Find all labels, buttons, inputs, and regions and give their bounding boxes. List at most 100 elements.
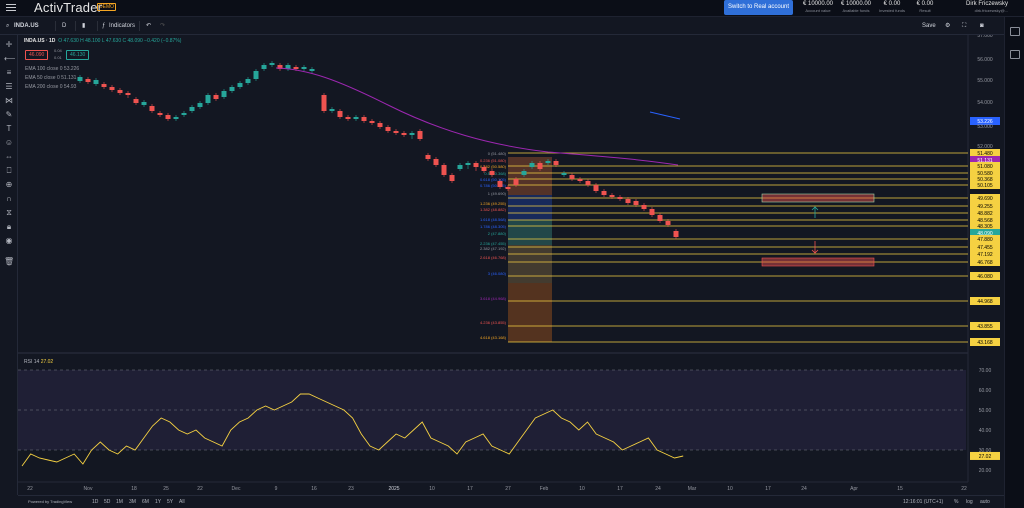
candle-body bbox=[617, 197, 623, 199]
gear-icon[interactable]: ⚙ bbox=[945, 23, 951, 29]
price-tag: 46.080 bbox=[977, 274, 993, 280]
trash-icon[interactable]: 🗑︎ bbox=[4, 257, 15, 266]
candle-body bbox=[309, 69, 315, 71]
save-button[interactable]: Save bbox=[922, 23, 936, 29]
symbol-search-icon[interactable]: ⌕ bbox=[6, 23, 10, 29]
brush-icon[interactable]: ✎ bbox=[5, 110, 13, 119]
lock-icon[interactable]: 🔒︎ bbox=[6, 222, 12, 231]
menu-icon[interactable] bbox=[6, 4, 16, 12]
candle-body bbox=[237, 83, 243, 87]
emoji-icon[interactable]: ☺ bbox=[4, 138, 14, 147]
range-1d[interactable]: 1D bbox=[92, 499, 99, 505]
pattern-icon[interactable]: ⋈ bbox=[5, 96, 13, 105]
candle-body bbox=[173, 117, 179, 119]
ema-100-legend: EMA 100 close 0 53.226 bbox=[25, 66, 80, 72]
candle-body bbox=[361, 117, 367, 121]
range-6m[interactable]: 6M bbox=[142, 499, 149, 505]
range-5y[interactable]: 5Y bbox=[167, 499, 174, 505]
price-tag-bg bbox=[970, 258, 1000, 266]
chat-icon[interactable] bbox=[1010, 27, 1020, 36]
price-label: 53.000 bbox=[977, 124, 993, 130]
range-3m[interactable]: 3M bbox=[129, 499, 136, 505]
price-label: 54.000 bbox=[977, 100, 993, 106]
camera-icon[interactable]: ◙ bbox=[980, 23, 984, 29]
range-1m[interactable]: 1M bbox=[116, 499, 123, 505]
redo-icon[interactable]: ↷ bbox=[160, 23, 166, 29]
arrows-icon[interactable]: ⇔ bbox=[5, 152, 13, 161]
lock-draw-icon[interactable]: ⧖ bbox=[6, 208, 12, 217]
candle-body bbox=[301, 67, 307, 69]
candle-body bbox=[489, 171, 495, 175]
ema-line bbox=[275, 67, 679, 166]
price-tag-bg bbox=[970, 175, 1000, 183]
candle-body bbox=[497, 181, 503, 187]
price-tag-bg bbox=[970, 216, 1000, 224]
time-axis-label: 15 bbox=[897, 486, 903, 492]
price-tag-bg bbox=[970, 297, 1000, 305]
fib-level-label: 2.618 (46.768) bbox=[480, 255, 507, 260]
candle-body bbox=[385, 127, 391, 131]
candle-body bbox=[537, 163, 543, 169]
time-axis-label: 27 bbox=[505, 486, 511, 492]
candle-body bbox=[253, 71, 259, 79]
fib-level-label: 0 (51.480) bbox=[488, 151, 507, 156]
user-menu[interactable]: Dirk Friczewsky dirk.friczewsky@... bbox=[966, 1, 1008, 13]
range-1y[interactable]: 1Y bbox=[155, 499, 162, 505]
time-axis-label: 25 bbox=[163, 486, 169, 492]
undo-icon[interactable]: ↶ bbox=[146, 23, 152, 29]
candle-body bbox=[657, 215, 663, 221]
range-all[interactable]: All bbox=[179, 499, 185, 505]
text-icon[interactable]: T bbox=[6, 124, 12, 133]
candle-body bbox=[529, 163, 535, 167]
rsi-line bbox=[21, 393, 684, 467]
candle-body bbox=[401, 133, 407, 135]
chart-toolbar: ⌕ INDA.US D ▮ ƒ Indicators ↶ ↷ Save ⚙ ⛶ … bbox=[0, 17, 1004, 35]
powered-by-link[interactable]: Powered by TradingView bbox=[28, 499, 73, 504]
eye-icon[interactable]: ◉ bbox=[5, 236, 13, 245]
buy-price-box[interactable]: 46.130 bbox=[66, 50, 90, 60]
candle-body bbox=[521, 171, 527, 175]
indicators-button[interactable]: Indicators bbox=[109, 23, 136, 29]
log-toggle[interactable]: log bbox=[966, 499, 973, 505]
interval-selector[interactable]: D bbox=[62, 23, 67, 29]
crosshair-icon[interactable]: ✛ bbox=[5, 40, 13, 49]
fib-level-label: 2.236 (47.455) bbox=[480, 241, 507, 246]
magnet-icon[interactable]: ∩ bbox=[6, 194, 12, 203]
fib-band bbox=[508, 195, 552, 220]
time-axis-label: 10 bbox=[579, 486, 585, 492]
cursor-icon[interactable]: ⟵ bbox=[4, 54, 16, 63]
symbol-selector[interactable]: INDA.US bbox=[14, 23, 39, 29]
price-label: 56.000 bbox=[977, 57, 993, 63]
indicators-icon[interactable]: ƒ bbox=[102, 23, 106, 29]
candle-type-icon[interactable]: ▮ bbox=[82, 23, 86, 29]
fullscreen-icon[interactable]: ⛶ bbox=[962, 23, 967, 29]
trend-line-icon[interactable]: ≡ bbox=[6, 68, 12, 77]
sell-price-box[interactable]: 46.090 bbox=[25, 50, 49, 60]
candle-body bbox=[577, 179, 583, 181]
candle-body bbox=[261, 65, 267, 69]
auto-toggle[interactable]: auto bbox=[980, 499, 990, 505]
candle-body bbox=[465, 163, 471, 165]
fib-icon[interactable]: ☰ bbox=[5, 82, 13, 91]
rsi-axis-label: 50.00 bbox=[979, 408, 992, 414]
candle-body bbox=[457, 165, 463, 169]
percent-toggle[interactable]: % bbox=[954, 499, 959, 505]
rsi-tag: 27.02 bbox=[979, 454, 992, 460]
legend-symbol: INDA.US · 1D bbox=[24, 38, 56, 44]
switch-real-account-button[interactable]: Switch to Real account bbox=[724, 0, 793, 15]
candle-body bbox=[633, 201, 639, 205]
ruler-icon[interactable]: ⎕ bbox=[6, 166, 12, 175]
price-tag: 49.690 bbox=[977, 196, 993, 202]
candle-body bbox=[673, 231, 679, 237]
fib-level-label: 2 (47.880) bbox=[488, 231, 507, 236]
candle-body bbox=[189, 107, 195, 111]
mail-icon[interactable] bbox=[1010, 50, 1020, 59]
price-tag-bg bbox=[970, 272, 1000, 280]
zoom-icon[interactable]: ⊕ bbox=[5, 180, 13, 189]
range-5d[interactable]: 5D bbox=[104, 499, 111, 505]
price-tag: 48.568 bbox=[977, 218, 993, 224]
candle-body bbox=[77, 77, 83, 81]
price-tag: 47.880 bbox=[977, 237, 993, 243]
clock[interactable]: 12:16:01 (UTC+1) bbox=[903, 499, 944, 505]
